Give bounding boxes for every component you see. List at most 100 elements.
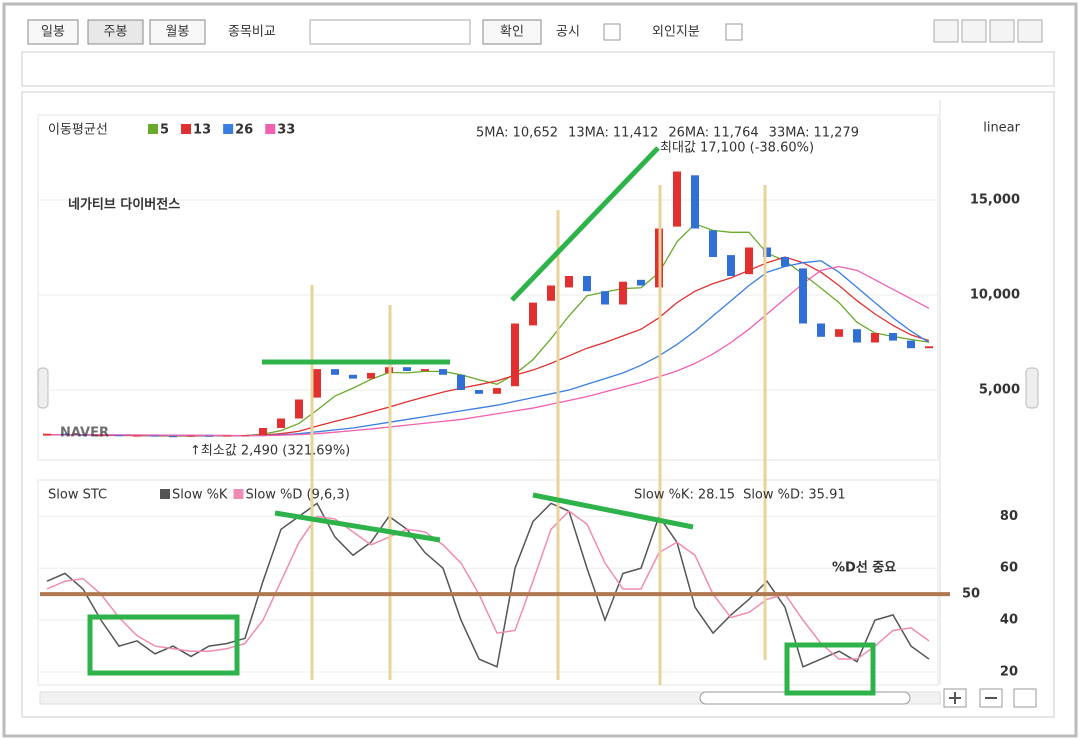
legend-swatch (160, 489, 170, 499)
readout-value: 35.91 (808, 488, 845, 503)
candle (547, 285, 555, 301)
candle (709, 230, 717, 258)
legend-swatch (265, 124, 276, 134)
zoom-glyphs (949, 692, 997, 704)
icon-button[interactable] (961, 19, 987, 43)
candle (241, 435, 249, 437)
candle (799, 268, 807, 324)
price-plot (37, 114, 939, 461)
candle (925, 346, 933, 349)
candle (583, 276, 591, 292)
y-tick-label: 10,000 (970, 288, 1020, 303)
candle (205, 435, 213, 437)
input-bar[interactable] (21, 51, 1055, 87)
candle (349, 374, 357, 379)
stoch-title: Slow STC (48, 488, 107, 503)
watermark: NAVER (60, 426, 109, 441)
candle (295, 399, 303, 419)
legend-swatch (223, 124, 234, 134)
candle (115, 435, 123, 437)
period-button-label: 주봉 (104, 25, 128, 40)
readout-value: 11,764 (713, 126, 759, 141)
trend-line (510, 146, 660, 302)
side-handle[interactable] (1025, 367, 1039, 409)
divergence-note: 네가티브 다이버전스 (68, 197, 180, 213)
icon-button[interactable] (1017, 19, 1043, 43)
candle (853, 329, 861, 343)
check-label: 외인지분 (652, 25, 700, 40)
trend-line (274, 510, 441, 543)
confirm-button[interactable] (482, 19, 542, 45)
period-button-label: 일봉 (41, 25, 65, 40)
candle (673, 171, 681, 227)
candle (817, 323, 825, 337)
checkbox[interactable] (603, 23, 621, 41)
readout-label: 33MA: (769, 126, 810, 141)
period-button[interactable] (27, 19, 79, 45)
check-label: 공시 (556, 25, 580, 40)
period-button[interactable] (149, 19, 206, 45)
scale-label: linear (983, 121, 1020, 136)
candle (421, 369, 429, 372)
legend-swatch (148, 124, 158, 134)
ma-line (47, 265, 930, 437)
candle (493, 388, 501, 394)
side-handle[interactable] (37, 367, 49, 409)
candle (223, 435, 231, 437)
candle (259, 428, 267, 436)
readout-label: Slow %K: (634, 488, 694, 503)
checkbox[interactable] (725, 23, 743, 41)
readout-label: 13MA: (568, 126, 609, 141)
compare-input[interactable] (309, 19, 471, 45)
guide-lines (310, 185, 767, 685)
candle (457, 374, 465, 391)
period-button[interactable] (87, 19, 144, 45)
candle (61, 433, 69, 435)
candle (835, 329, 843, 337)
candle (277, 418, 285, 429)
candle (871, 333, 879, 343)
min-label: ↑최소값 2,490 (321.69%) (190, 444, 350, 459)
candle (601, 291, 609, 305)
chart-area (21, 91, 1055, 718)
candle (403, 367, 411, 372)
series-line (46, 502, 930, 668)
ma-title: 이동평균선 (48, 123, 108, 138)
candle (133, 435, 141, 437)
readout-label: 5MA: (476, 126, 509, 141)
stoch-plot (37, 479, 939, 686)
legend-label: 13 (193, 123, 211, 138)
candle (691, 175, 699, 229)
candle (637, 279, 645, 286)
candle (367, 372, 375, 379)
candle (97, 435, 105, 437)
y-tick-label: 15,000 (970, 193, 1020, 208)
candle (79, 434, 87, 436)
icon-button[interactable] (933, 19, 959, 43)
candle (169, 436, 177, 438)
candle (889, 333, 897, 341)
readout-value: 11,279 (813, 126, 859, 141)
trend-annotations (87, 146, 876, 696)
tool-icons (933, 19, 1043, 43)
candle (151, 435, 159, 437)
confirm-label: 확인 (500, 25, 524, 40)
legend-label: 26 (235, 123, 253, 138)
candle (781, 257, 789, 267)
icon-button[interactable] (989, 19, 1015, 43)
candle (43, 433, 51, 436)
refresh[interactable] (1013, 688, 1037, 708)
candle (187, 435, 195, 437)
max-label: 최대값 17,100 (-38.60%) (660, 141, 814, 156)
d-line-note: %D선 중요 (832, 560, 896, 576)
legend-label: 5 (160, 123, 169, 138)
legend-label: Slow %K (172, 488, 228, 503)
y-tick-label: 80 (1000, 509, 1018, 524)
candle (313, 369, 321, 398)
candle (727, 255, 735, 277)
compare-label: 종목비교 (228, 25, 276, 40)
legend-label: Slow %D (9,6,3) (245, 488, 349, 503)
readout-label: Slow %D: (743, 488, 804, 503)
